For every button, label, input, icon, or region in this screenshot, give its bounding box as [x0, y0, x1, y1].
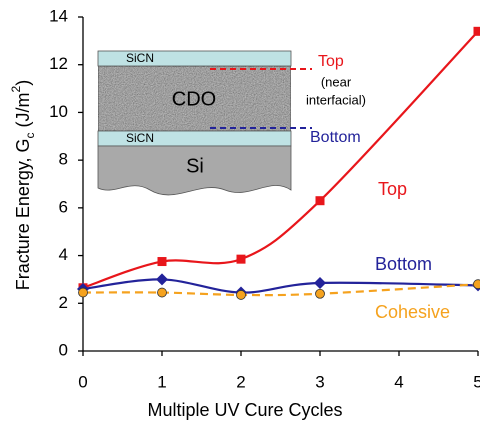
annotation: interfacial) [306, 92, 366, 107]
y-axis-title-part: ) [13, 80, 33, 86]
marker [316, 196, 325, 205]
marker [474, 280, 480, 289]
inset-diagram: SiCN CDO SiCN Si Top (near interfacial) … [98, 51, 366, 195]
marker [158, 257, 167, 266]
annotation: Top [318, 53, 344, 70]
series-label: Cohesive [375, 302, 450, 322]
marker [316, 289, 325, 298]
x-tick-label: 5 [473, 372, 480, 391]
series-line [83, 284, 478, 295]
y-tick-label: 6 [59, 197, 68, 216]
annotation: Bottom [310, 129, 361, 146]
y-axis-title: Fracture Energy, Gc (J/m2) [9, 80, 37, 290]
marker [79, 288, 88, 297]
marker [156, 273, 168, 285]
y-tick-label: 2 [59, 293, 68, 312]
layer-label: CDO [172, 88, 216, 110]
series-label: Top [378, 179, 407, 199]
marker [237, 290, 246, 299]
marker [237, 255, 246, 264]
marker [474, 27, 480, 36]
y-axis-title-part: Fracture Energy, G [13, 138, 33, 290]
annotation: (near [321, 74, 352, 89]
layer-label: SiCN [126, 51, 154, 65]
layer-label: SiCN [126, 131, 154, 145]
y-tick-label: 0 [59, 340, 68, 359]
marker [314, 277, 326, 289]
series-line [83, 279, 478, 292]
y-tick-label: 10 [49, 102, 68, 121]
y-tick-label: 8 [59, 150, 68, 169]
x-tick-label: 0 [78, 372, 87, 391]
x-tick-label: 2 [236, 372, 245, 391]
y-axis-title-part: (J/m [13, 92, 33, 132]
x-tick-label: 3 [315, 372, 324, 391]
x-tick-label: 4 [394, 372, 403, 391]
y-tick-label: 14 [49, 6, 68, 25]
y-tick-label: 4 [59, 245, 68, 264]
layer-label: Si [186, 155, 204, 177]
series-label: Bottom [375, 254, 432, 274]
y-tick-label: 12 [49, 54, 68, 73]
chart: SiCN CDO SiCN Si Top (near interfacial) … [0, 0, 480, 431]
x-tick-label: 1 [157, 372, 166, 391]
marker [158, 288, 167, 297]
x-axis-title: Multiple UV Cure Cycles [147, 400, 342, 420]
